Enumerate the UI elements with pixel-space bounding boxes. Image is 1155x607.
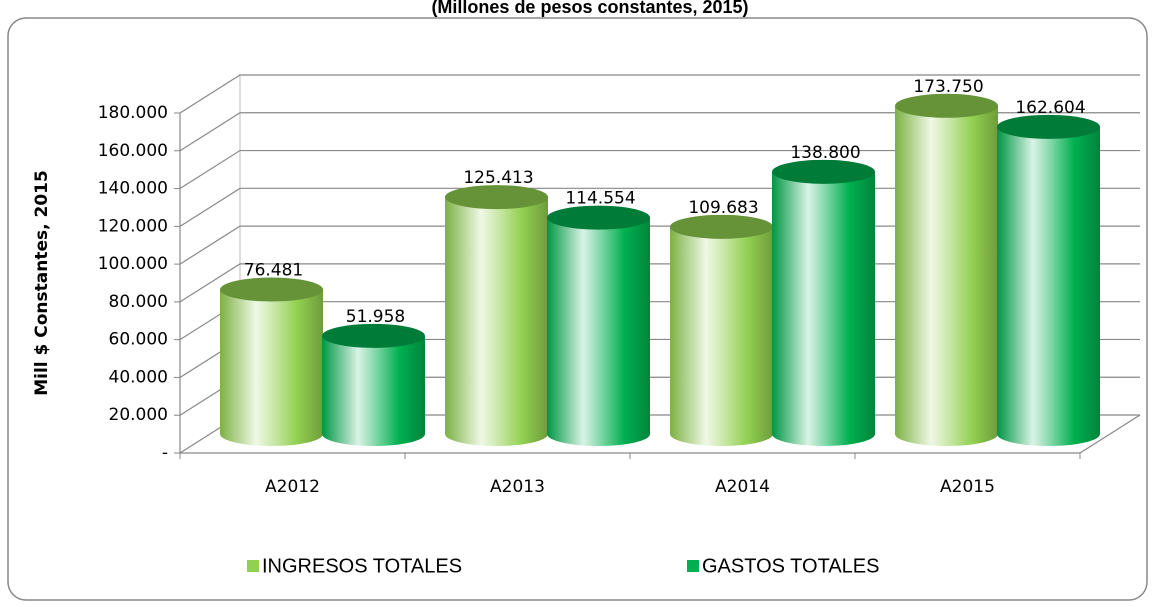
y-tick-label: 160.000	[98, 141, 168, 161]
x-tick-label: A2014	[715, 477, 770, 497]
cylinder-top	[895, 93, 998, 118]
cylinder-body	[322, 335, 425, 446]
y-tick-label: 100.000	[98, 254, 168, 274]
data-label: 109.683	[688, 198, 758, 218]
cylinder-body	[220, 289, 323, 446]
legend-label: INGRESOS TOTALES	[262, 555, 462, 577]
cylinder-top	[220, 277, 323, 302]
bar	[220, 277, 323, 446]
data-label: 76.481	[244, 261, 303, 281]
bar	[445, 185, 548, 446]
y-tick-label: 60.000	[109, 330, 168, 350]
bar	[772, 159, 875, 447]
cylinder-top	[322, 323, 425, 348]
bar	[997, 114, 1100, 447]
x-tick-label: A2015	[940, 477, 995, 497]
bar	[670, 214, 773, 446]
y-tick-label: 120.000	[98, 216, 168, 236]
y-tick-label: 80.000	[109, 292, 168, 312]
bar	[895, 93, 998, 447]
x-tick-label: A2012	[265, 477, 320, 497]
cylinder-body	[670, 226, 773, 446]
bar	[322, 323, 425, 446]
chart-title: (Millones de pesos constantes, 2015)	[431, 0, 748, 17]
cylinder-top	[445, 185, 548, 210]
y-tick-label: 140.000	[98, 179, 168, 199]
data-label: 173.750	[913, 77, 983, 97]
y-tick-label: 40.000	[109, 367, 168, 387]
legend-label: GASTOS TOTALES	[702, 555, 879, 577]
data-label: 125.413	[463, 168, 533, 188]
cylinder-body	[895, 105, 998, 447]
cylinder-top	[997, 114, 1100, 139]
data-label: 162.604	[1015, 98, 1085, 118]
y-tick-label: -	[162, 443, 168, 463]
y-tick-label: 180.000	[98, 103, 168, 123]
grid-line	[179, 149, 1140, 190]
bar	[547, 205, 650, 446]
cylinder-top	[547, 205, 650, 230]
cylinder-body	[772, 171, 875, 447]
cylinder-top	[772, 159, 875, 184]
y-tick-label: 20.000	[109, 405, 168, 425]
legend-swatch	[687, 560, 699, 572]
data-label: 138.800	[790, 143, 860, 163]
legend-swatch	[247, 560, 259, 572]
cylinder-body	[445, 197, 548, 446]
cylinder-body	[997, 126, 1100, 447]
grid-line	[179, 112, 1140, 152]
cylinder-top	[670, 214, 773, 239]
x-tick-label: A2013	[490, 477, 545, 497]
cylinder-body	[547, 217, 650, 446]
data-label: 51.958	[346, 307, 405, 327]
y-axis-label: Mill $ Constantes, 2015	[32, 170, 52, 396]
grid-line	[179, 74, 1140, 114]
data-label: 114.554	[565, 189, 635, 209]
